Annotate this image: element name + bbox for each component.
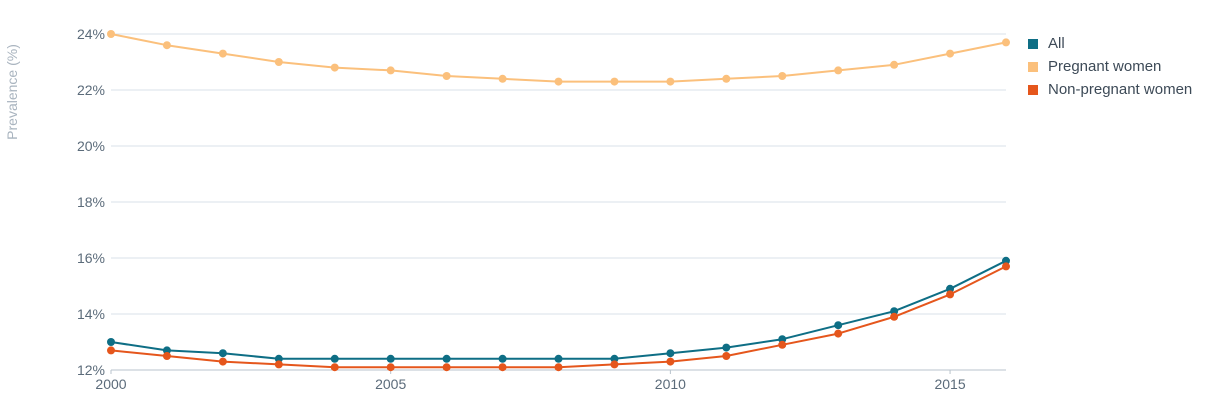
data-point[interactable] [778, 340, 787, 349]
series-pregnant-women [107, 30, 1010, 86]
data-point[interactable] [834, 66, 843, 75]
data-point[interactable] [107, 338, 115, 346]
data-point[interactable] [890, 312, 899, 321]
data-point[interactable] [442, 354, 451, 363]
legend-swatch [1028, 84, 1038, 95]
data-point[interactable] [498, 354, 507, 363]
data-point[interactable] [498, 74, 507, 83]
legend-item[interactable]: Pregnant women [1028, 55, 1192, 78]
data-point[interactable] [107, 30, 115, 38]
data-point[interactable] [834, 321, 843, 330]
data-point[interactable] [890, 60, 899, 69]
data-point[interactable] [1002, 38, 1010, 47]
data-point[interactable] [442, 363, 451, 372]
data-point[interactable] [554, 77, 563, 86]
data-point[interactable] [218, 357, 227, 366]
series-non-pregnant-women [107, 262, 1010, 372]
y-tick-label: 20% [77, 138, 105, 154]
data-point[interactable] [722, 343, 731, 352]
data-point[interactable] [330, 354, 339, 363]
data-point[interactable] [330, 63, 339, 72]
data-point[interactable] [162, 352, 171, 360]
gridlines [111, 33, 1006, 371]
y-tick-label: 22% [77, 82, 105, 98]
data-point[interactable] [610, 354, 619, 363]
data-point[interactable] [274, 58, 283, 66]
legend-swatch [1028, 38, 1038, 49]
data-point[interactable] [554, 354, 563, 363]
data-point[interactable] [274, 354, 283, 363]
data-point[interactable] [722, 352, 731, 360]
legend-swatch [1028, 61, 1038, 72]
legend: All Pregnant women Non-pregnant women [1028, 32, 1192, 101]
data-point[interactable] [778, 72, 787, 80]
legend-label: Non-pregnant women [1048, 81, 1193, 98]
data-point[interactable] [834, 329, 843, 338]
data-point[interactable] [218, 349, 227, 358]
data-point[interactable] [107, 346, 115, 355]
data-point[interactable] [386, 363, 395, 372]
data-point[interactable] [1002, 262, 1010, 271]
data-point[interactable] [218, 49, 227, 58]
data-point[interactable] [666, 77, 675, 86]
data-point[interactable] [386, 66, 395, 75]
data-point[interactable] [498, 363, 507, 372]
data-point[interactable] [610, 77, 619, 86]
data-point[interactable] [1002, 256, 1010, 265]
y-tick-label: 18% [77, 194, 105, 210]
data-point[interactable] [778, 335, 787, 344]
data-point[interactable] [946, 290, 955, 299]
y-tick-label: 24% [77, 26, 105, 42]
data-point[interactable] [946, 284, 955, 293]
legend-label: All [1048, 35, 1065, 52]
data-point[interactable] [442, 72, 451, 80]
x-tick-label: 2015 [934, 376, 965, 392]
y-axis-label: Prevalence (%) [4, 44, 20, 140]
data-point[interactable] [162, 346, 171, 355]
x-tick-label: 2005 [375, 376, 406, 392]
data-point[interactable] [274, 360, 283, 369]
x-tick-label: 2010 [655, 376, 686, 392]
data-point[interactable] [162, 41, 171, 50]
data-point[interactable] [722, 74, 731, 83]
x-tick-label: 2000 [95, 376, 126, 392]
data-point[interactable] [386, 354, 395, 363]
legend-item[interactable]: Non-pregnant women [1028, 78, 1192, 101]
data-point[interactable] [330, 363, 339, 372]
y-axis-ticks: 12% 14% 16% 18% 20% 22% 24% [77, 26, 105, 378]
legend-item[interactable]: All [1028, 32, 1192, 55]
data-point[interactable] [554, 363, 563, 372]
data-point[interactable] [666, 349, 675, 358]
data-point[interactable] [610, 360, 619, 369]
data-point[interactable] [890, 307, 899, 316]
y-tick-label: 16% [77, 250, 105, 266]
y-tick-label: 14% [77, 306, 105, 322]
legend-label: Pregnant women [1048, 58, 1162, 75]
data-point[interactable] [946, 49, 955, 58]
series-group [107, 30, 1010, 372]
series-all [107, 256, 1010, 363]
y-tick-label: 12% [77, 362, 105, 378]
series-line [110, 33, 1007, 83]
series-line [110, 259, 1007, 360]
data-point[interactable] [666, 357, 675, 366]
x-axis-ticks: 2000 2005 2010 2015 [95, 370, 966, 392]
